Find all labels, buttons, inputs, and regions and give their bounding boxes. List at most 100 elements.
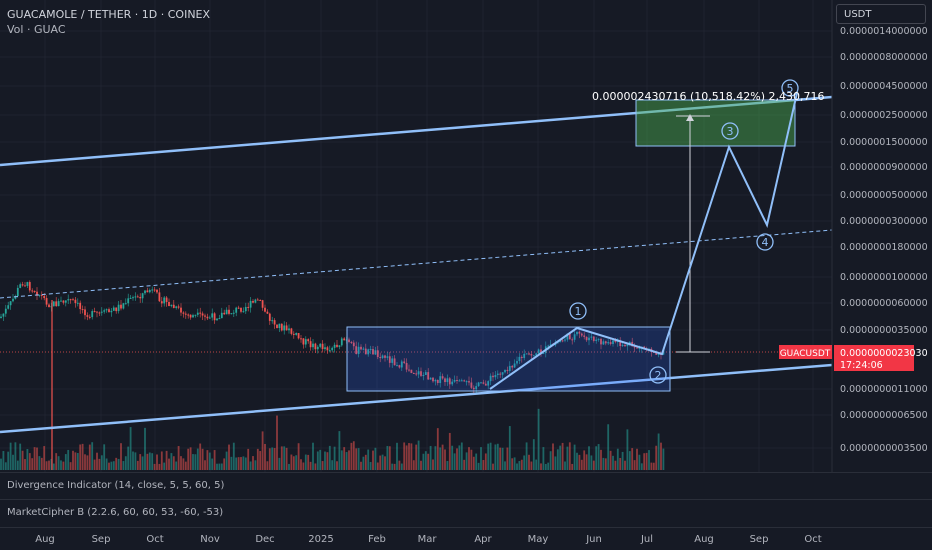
candle-body (508, 365, 511, 371)
candle-body (602, 341, 605, 345)
volume-bar (108, 462, 110, 470)
drawings-layer[interactable] (0, 92, 832, 434)
candle-body (79, 302, 82, 310)
candle-body (240, 307, 242, 312)
candle-body (206, 316, 209, 319)
volume-bar (379, 455, 382, 470)
price-candles (0, 280, 665, 470)
candle-body (228, 309, 230, 314)
price-tick-label: 0.0000000035000 (840, 325, 928, 336)
volume-bar (499, 447, 502, 470)
candle-body (288, 328, 290, 331)
volume-bar (398, 460, 401, 470)
volume-bar (468, 447, 470, 470)
candle-body (612, 340, 614, 344)
pane-separator-1[interactable] (0, 472, 932, 473)
volume-bar (376, 462, 379, 470)
candle-body (295, 333, 298, 335)
candle-body (600, 338, 602, 345)
volume-bar (28, 453, 31, 470)
upper-channel-line[interactable] (0, 95, 832, 167)
pane-separator-3 (0, 527, 932, 528)
candle-body (194, 314, 197, 316)
candle-body (415, 373, 418, 375)
volume-bar (74, 452, 77, 470)
candle-body (24, 285, 26, 287)
volume-bar (408, 443, 410, 470)
candle-body (585, 336, 588, 341)
time-tick-label: Mar (418, 534, 438, 545)
pane-separator-2[interactable] (0, 499, 932, 500)
candle-body (619, 341, 622, 346)
volume-bar (180, 456, 182, 470)
volume-bar (386, 445, 389, 470)
volume-bar (91, 442, 94, 470)
candle-body (168, 302, 170, 307)
volume-bar (288, 463, 290, 470)
volume-bar (271, 447, 274, 470)
candle-body (357, 346, 360, 354)
volume-bar (542, 447, 545, 470)
candle-body (232, 312, 235, 314)
volume-bar (285, 447, 288, 470)
wave-1-label: 1 (575, 305, 582, 318)
candle-body (580, 333, 583, 336)
target-zone-box[interactable] (635, 99, 796, 147)
candle-body (48, 304, 50, 308)
candle-body (172, 304, 175, 308)
candle-body (578, 331, 581, 334)
candle-body (451, 381, 454, 385)
candle-body (86, 315, 89, 317)
volume-bar (350, 442, 353, 470)
volume-bar (218, 463, 221, 470)
volume-bar (535, 459, 538, 470)
candle-body (384, 355, 386, 358)
candle-body (55, 301, 58, 307)
time-axis[interactable]: Aug Sep Oct Nov Dec 2025 Feb Mar Apr May Jun Jul Aug… (35, 534, 821, 545)
candle-body (556, 342, 559, 344)
candle-body (220, 312, 223, 319)
volume-bar (496, 443, 499, 470)
volume-bar (105, 458, 108, 470)
volume-bar (24, 459, 26, 470)
candle-body (549, 344, 552, 346)
volume-bar (583, 450, 586, 470)
accumulation-box[interactable] (346, 326, 671, 392)
volume-bar (460, 442, 463, 470)
candle-body (376, 350, 379, 358)
price-tick-label: 0.0000001500000 (840, 137, 928, 148)
symbol-badge (779, 345, 832, 359)
volume-bar (76, 453, 79, 470)
currency-button[interactable]: USDT (836, 4, 926, 24)
volume-bar (343, 447, 346, 470)
elliott-wave-path[interactable] (489, 92, 798, 390)
mid-channel-dashed-line[interactable] (0, 229, 832, 299)
volume-bar (134, 452, 137, 470)
volume-bar (633, 460, 636, 470)
candle-body (520, 356, 523, 359)
marketcipher-indicator-label[interactable]: MarketCipher B (2.2.6, 60, 60, 53, -60, … (7, 507, 224, 518)
price-tick-label: 0.0000000900000 (840, 162, 928, 173)
volume-bar (40, 457, 43, 470)
volume-bar (93, 459, 96, 470)
volume-bar (453, 453, 456, 470)
candle-body (88, 316, 91, 318)
candle-body (7, 305, 10, 309)
volume-bar (388, 446, 391, 470)
candle-body (304, 339, 307, 345)
volume-bar (489, 442, 492, 470)
volume-bar (206, 450, 209, 470)
volume-bar (429, 445, 432, 470)
price-axis[interactable]: 0.0000014000000 0.0000008000000 0.00000045… (840, 26, 928, 454)
volume-bar (261, 431, 264, 470)
volume-bar (103, 444, 106, 470)
candle-body (388, 356, 391, 363)
lower-channel-line[interactable] (0, 363, 832, 434)
divergence-indicator-label[interactable]: Divergence Indicator (14, close, 5, 5, 6… (7, 480, 225, 491)
candle-body (432, 377, 434, 382)
volume-bar (441, 444, 444, 470)
candle-body (369, 349, 372, 351)
volume-bar (640, 463, 643, 470)
volume-bar (412, 460, 415, 470)
